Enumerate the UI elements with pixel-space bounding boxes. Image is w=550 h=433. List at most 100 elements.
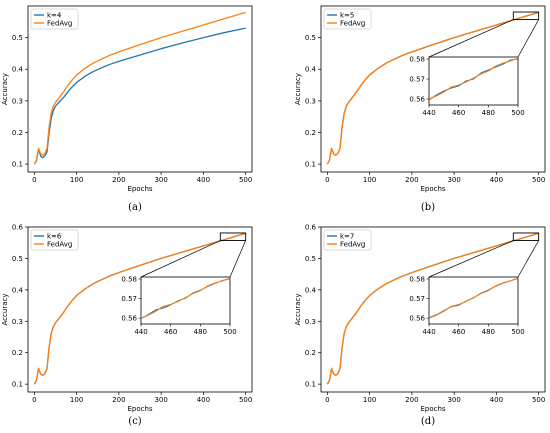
y-tick-label: 0.1	[305, 381, 316, 389]
y-tick-label: 0.2	[12, 129, 23, 137]
inset-frame	[428, 276, 519, 325]
legend-label: k=7	[340, 233, 354, 241]
x-tick-label: 200	[405, 176, 418, 184]
x-tick-label: 400	[490, 396, 503, 404]
y-axis-label: Accuracy	[1, 73, 9, 105]
legend-label: FedAvg	[47, 20, 72, 28]
panel-caption: (c)	[128, 416, 142, 427]
panel-caption: (a)	[128, 202, 142, 213]
y-tick-label: 0.3	[305, 97, 316, 105]
x-tick-label: 200	[112, 396, 125, 404]
x-tick-label: 500	[532, 396, 545, 404]
x-tick-label: 500	[532, 176, 545, 184]
legend-label: k=5	[340, 12, 354, 20]
zoom-connector	[229, 240, 246, 278]
series-line-fedavg	[33, 11, 246, 165]
x-tick-label: 300	[154, 396, 167, 404]
x-tick-label: 0	[325, 176, 329, 184]
y-tick-label: 0.5	[12, 34, 23, 42]
inset-x-tick-label: 500	[223, 328, 236, 336]
x-tick-label: 400	[197, 176, 210, 184]
y-tick-label: 0.4	[305, 286, 317, 294]
inset-y-tick-label: 0.57	[121, 295, 137, 303]
y-tick-label: 0.2	[305, 349, 316, 357]
chart-panel-1: 0 100 200 300 400 500 0.1 0.2 0.3 0.4 0.5 Epochs Acc…	[1, 5, 253, 193]
inset-x-tick-label: 440	[134, 328, 147, 336]
y-tick-label: 0.5	[12, 255, 23, 263]
inset-y-tick-label: 0.56	[409, 96, 425, 104]
x-axis-label: Epochs	[127, 185, 152, 193]
inset-frame	[140, 276, 231, 325]
inset-x-tick-label: 440	[422, 328, 435, 336]
x-tick-label: 500	[239, 176, 252, 184]
chart-panel-4: 0 100 200 300 400 500 0.1 0.2 0.3 0.4 0.5 0.6 Epochs…	[294, 224, 546, 413]
chart-panel-2: 0 100 200 300 400 500 0.1 0.2 0.3 0.4 0.5 Epochs Acc…	[294, 5, 546, 193]
y-tick-label: 0.3	[12, 318, 23, 326]
series-line-fedavg	[326, 11, 539, 165]
zoom-region	[219, 232, 247, 241]
zoom-connector	[428, 240, 514, 278]
y-tick-label: 0.4	[305, 66, 317, 74]
y-axis-label: Accuracy	[1, 294, 9, 326]
plot-frame	[27, 5, 253, 173]
zoom-connector	[140, 240, 221, 278]
inset-zoom: 440 460 480 500 0.56 0.57 0.58	[121, 232, 247, 336]
y-tick-label: 0.5	[305, 255, 316, 263]
inset-series-line	[428, 277, 519, 319]
inset-x-tick-label: 500	[511, 328, 524, 336]
inset-y-tick-label: 0.56	[409, 315, 425, 323]
y-axis-label: Accuracy	[294, 73, 302, 105]
inset-x-tick-label: 460	[452, 328, 465, 336]
legend-box	[323, 229, 372, 251]
inset-x-tick-label: 480	[194, 328, 207, 336]
x-tick-label: 400	[490, 176, 503, 184]
series-line-k	[33, 27, 246, 165]
zoom-connector	[517, 19, 539, 58]
legend-label: FedAvg	[47, 241, 72, 249]
series-line-fedavg	[33, 232, 246, 385]
legend-label: FedAvg	[340, 241, 365, 249]
x-tick-label: 100	[363, 396, 376, 404]
zoom-region	[512, 232, 540, 241]
x-tick-label: 200	[405, 396, 418, 404]
x-tick-label: 300	[447, 176, 460, 184]
y-tick-label: 0.2	[12, 349, 23, 357]
x-tick-label: 0	[32, 396, 36, 404]
zoom-region	[512, 11, 540, 21]
inset-x-tick-label: 480	[482, 109, 495, 117]
inset-x-tick-label: 480	[482, 328, 495, 336]
x-tick-label: 300	[447, 396, 460, 404]
inset-series-line	[428, 58, 519, 101]
y-axis-label: Accuracy	[294, 294, 302, 326]
chart-panel-3: 0 100 200 300 400 500 0.1 0.2 0.3 0.4 0.5 0.6 Epochs…	[1, 224, 253, 413]
inset-x-tick-label: 460	[164, 328, 177, 336]
y-tick-label: 0.5	[305, 34, 316, 42]
x-axis-label: Epochs	[127, 405, 152, 413]
legend-box	[30, 229, 79, 251]
x-tick-label: 100	[70, 396, 83, 404]
inset-x-tick-label: 460	[452, 109, 465, 117]
y-tick-label: 0.1	[12, 381, 23, 389]
y-tick-label: 0.1	[305, 161, 316, 169]
x-tick-label: 100	[70, 176, 83, 184]
y-tick-label: 0.3	[12, 97, 23, 105]
y-tick-label: 0.4	[12, 286, 24, 294]
x-axis-label: Epochs	[420, 405, 445, 413]
inset-zoom: 440 460 480 500 0.56 0.57 0.58	[409, 232, 540, 336]
y-tick-label: 0.6	[12, 224, 24, 232]
inset-frame	[428, 56, 519, 106]
legend-label: FedAvg	[340, 20, 365, 28]
y-tick-label: 0.2	[305, 129, 316, 137]
x-tick-label: 300	[154, 176, 167, 184]
inset-y-tick-label: 0.57	[409, 76, 425, 84]
inset-zoom: 440 460 480 500 0.56 0.57 0.58	[409, 11, 540, 117]
y-tick-label: 0.6	[305, 224, 317, 232]
inset-y-tick-label: 0.58	[409, 56, 425, 64]
x-tick-label: 400	[197, 396, 210, 404]
zoom-connector	[428, 19, 514, 58]
